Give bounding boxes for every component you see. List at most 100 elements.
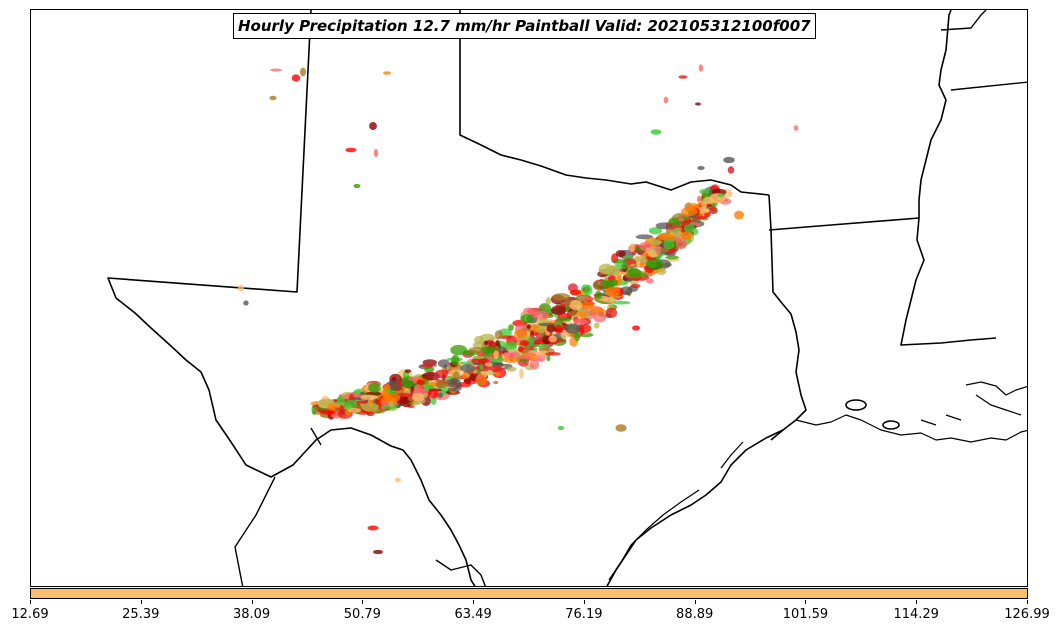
colorbar-tick-label: 101.59	[782, 607, 829, 622]
paintball-blob	[680, 231, 693, 241]
paintball-cell	[300, 67, 306, 77]
paintball-blob	[710, 202, 719, 207]
paintball-blob	[327, 403, 336, 411]
paintball-blob	[574, 331, 581, 342]
colorbar-tick	[916, 600, 918, 604]
paintball-blob	[694, 215, 708, 220]
paintball-blob	[648, 227, 663, 235]
paintball-blob	[526, 324, 531, 330]
paintball-cell	[615, 424, 627, 432]
state-boundaries	[107, 10, 1027, 586]
paintball-blob	[577, 296, 594, 301]
paintball-blob	[339, 405, 345, 415]
paintball-blob	[502, 351, 521, 360]
paintball-blob	[535, 327, 546, 334]
colorbar-tick-label: 12.69	[11, 607, 49, 622]
paintball-blob	[458, 381, 472, 388]
colorbar-tick-label: 88.89	[676, 607, 714, 622]
paintball-blob	[579, 301, 595, 310]
paintball-blob	[437, 359, 450, 368]
paintball-blob	[663, 239, 675, 250]
paintball-cell	[723, 156, 735, 164]
paintball-blob	[477, 373, 482, 380]
paintball-blob	[430, 396, 437, 405]
paintball-blob	[635, 234, 654, 240]
paintball-blob	[506, 366, 517, 372]
colorbar-tick-label: 114.29	[893, 607, 939, 622]
paintball-blob	[530, 359, 540, 370]
tennessee-line	[940, 10, 1027, 91]
paintball-blob	[519, 368, 524, 379]
paintball-cell	[663, 96, 669, 104]
paintball-blob	[560, 329, 568, 340]
paintball-cell	[369, 122, 377, 130]
paintball-blob	[505, 341, 517, 350]
paintball-blob	[593, 322, 600, 329]
paintball-blob	[683, 222, 695, 234]
texas-east-border	[768, 194, 807, 441]
paintball-blob	[634, 256, 641, 262]
paintball-blob	[552, 293, 571, 301]
paintball-blob	[437, 392, 444, 399]
paintball-cell	[727, 166, 735, 174]
paintball-blob	[384, 393, 401, 403]
paintball-cell	[483, 340, 489, 346]
oklahoma-border	[459, 10, 770, 196]
paintball-blob	[628, 267, 641, 279]
colorbar-tick-label: 50.79	[343, 607, 381, 622]
paintball-blob	[701, 202, 708, 209]
texas-panhandle-border	[107, 10, 404, 478]
paintball-blob	[606, 278, 619, 287]
mississippi-river-border	[900, 217, 997, 346]
colorbar-tick	[583, 600, 585, 604]
paintball-blob	[450, 344, 468, 356]
louisiana-coast	[795, 414, 1027, 443]
paintball-blob	[649, 238, 662, 246]
paintball-cell	[372, 549, 384, 555]
paintball-blob	[584, 284, 593, 296]
colorbar-tick	[1027, 600, 1028, 604]
paintball-blob	[532, 344, 549, 348]
colorbar-tick	[362, 600, 364, 604]
paintball-blob	[386, 389, 396, 395]
paintball-blob	[646, 278, 654, 284]
texas-gulf-coast	[606, 429, 784, 586]
paintball-cell	[695, 102, 701, 106]
paintball-cell	[678, 75, 688, 79]
paintball-blob	[612, 259, 629, 264]
paintball-blob	[412, 392, 425, 402]
colorbar-tick-label: 25.39	[122, 607, 160, 622]
paintball-blob	[388, 400, 395, 408]
paintball-blob	[489, 365, 503, 372]
paintball-cell	[367, 525, 379, 531]
paintball-blob	[361, 402, 379, 412]
paintball-blob	[717, 193, 724, 198]
paintball-blob	[514, 329, 528, 339]
paintball-blob	[534, 351, 543, 355]
paintball-blob	[595, 290, 602, 300]
paintball-blob	[343, 399, 358, 410]
arkansas-louisiana-border	[768, 217, 920, 231]
paintball-blob	[452, 371, 460, 381]
paintball-blob	[681, 206, 698, 217]
paintball-blob	[435, 379, 449, 389]
precipitation-paintball	[237, 64, 799, 555]
paintball-blob	[548, 335, 558, 343]
paintball-blob	[356, 400, 368, 404]
paintball-blob	[675, 238, 688, 249]
paintball-cell	[793, 125, 799, 131]
paintball-cell	[632, 325, 640, 331]
paintball-blob	[697, 195, 702, 202]
colorbar-tick	[805, 600, 807, 604]
paintball-blob	[593, 312, 607, 323]
paintball-blob	[428, 388, 439, 399]
paintball-blob	[523, 307, 535, 316]
paintball-blob	[404, 369, 412, 373]
paintball-blob	[567, 283, 578, 293]
paintball-blob	[579, 324, 585, 335]
paintball-blob	[451, 354, 460, 366]
paintball-blob	[546, 354, 551, 362]
paintball-blob	[347, 407, 361, 413]
paintball-blob	[657, 233, 675, 241]
paintball-cell	[557, 425, 565, 431]
